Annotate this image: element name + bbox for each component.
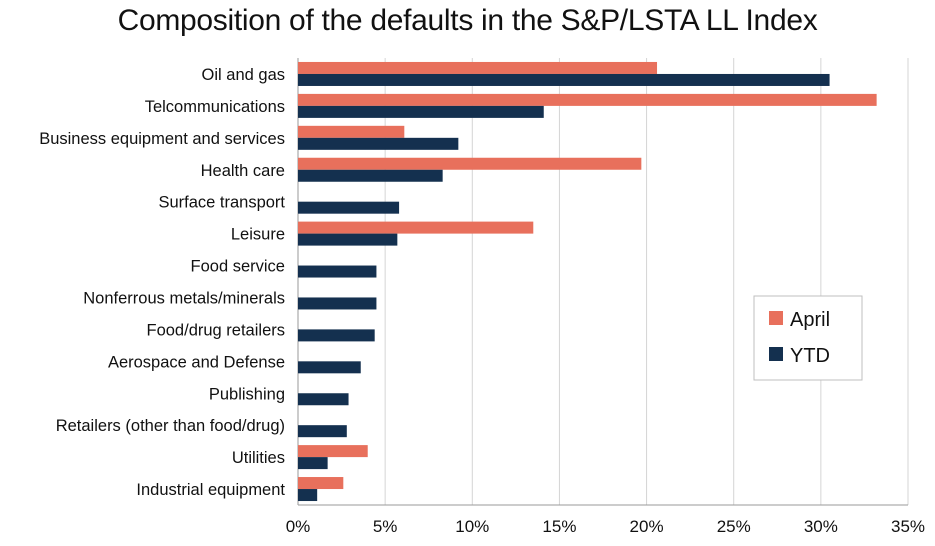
bar-ytd — [298, 201, 400, 214]
bar-ytd — [298, 73, 830, 86]
category-label: Leisure — [231, 226, 285, 244]
category-label: Retailers (other than food/drug) — [56, 417, 285, 435]
x-tick-label: 30% — [804, 517, 838, 536]
bar-april — [298, 221, 534, 234]
category-label: Telcommunications — [145, 98, 285, 116]
x-tick-label: 5% — [373, 517, 398, 536]
x-tick-label: 25% — [717, 517, 751, 536]
grid — [297, 58, 909, 506]
category-label: Nonferrous metals/minerals — [83, 289, 285, 307]
bar-ytd — [298, 265, 377, 278]
x-tick-label: 15% — [542, 517, 576, 536]
bars — [298, 61, 877, 502]
bar-ytd — [298, 425, 347, 438]
chart-title: Composition of the defaults in the S&P/L… — [117, 4, 818, 37]
bar-april — [298, 157, 642, 170]
category-labels: Oil and gas Telcommunications Business equ… — [39, 66, 285, 499]
x-tick-label: 35% — [891, 517, 925, 536]
bar-ytd — [298, 233, 398, 246]
bar-ytd — [298, 457, 328, 470]
category-label: Industrial equipment — [136, 481, 285, 499]
bar-april — [298, 125, 405, 138]
category-label: Surface transport — [158, 194, 285, 212]
bar-ytd — [298, 297, 377, 310]
category-label: Utilities — [232, 449, 285, 467]
legend-label-april: April — [790, 309, 830, 331]
bar-ytd — [298, 361, 361, 374]
bar-ytd — [298, 105, 544, 118]
x-tick-label: 20% — [630, 517, 664, 536]
bar-ytd — [298, 137, 459, 150]
bar-april — [298, 61, 658, 74]
bar-ytd — [298, 393, 349, 406]
category-label: Health care — [201, 162, 285, 180]
x-axis-ticks: 0% 5% 10% 15% 20% 25% 30% 35% — [286, 517, 925, 536]
legend-swatch-ytd — [769, 347, 783, 361]
bar-april — [298, 93, 877, 106]
legend: April YTD — [753, 295, 863, 381]
bar-ytd — [298, 169, 443, 182]
legend-label-ytd: YTD — [790, 345, 830, 367]
x-tick-label: 0% — [286, 517, 311, 536]
x-tick-label: 10% — [455, 517, 489, 536]
bar-ytd — [298, 329, 375, 342]
bar-april — [298, 477, 344, 490]
legend-box — [753, 295, 863, 381]
category-label: Publishing — [209, 385, 285, 403]
category-label: Oil and gas — [202, 66, 285, 84]
bar-ytd — [298, 489, 318, 502]
category-label: Food/drug retailers — [147, 321, 286, 339]
bar-april — [298, 445, 368, 458]
legend-swatch-april — [769, 311, 783, 325]
category-label: Aerospace and Defense — [108, 353, 285, 371]
category-label: Food service — [191, 258, 285, 276]
category-label: Business equipment and services — [39, 130, 285, 148]
